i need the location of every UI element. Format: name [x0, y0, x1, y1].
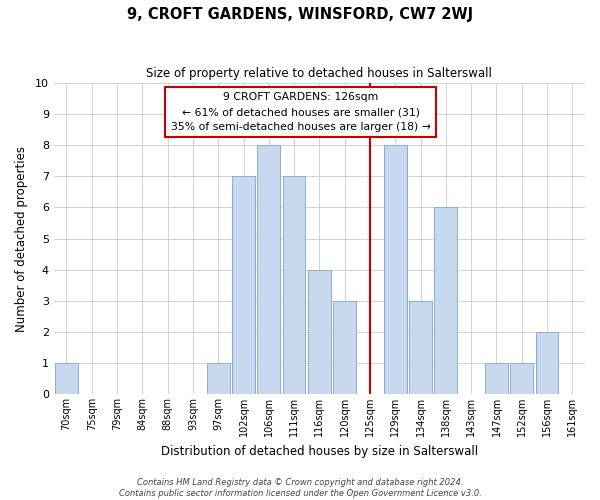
Bar: [232, 176, 255, 394]
Bar: [308, 270, 331, 394]
Text: 9 CROFT GARDENS: 126sqm
← 61% of detached houses are smaller (31)
35% of semi-de: 9 CROFT GARDENS: 126sqm ← 61% of detache…: [171, 92, 431, 132]
Text: Contains HM Land Registry data © Crown copyright and database right 2024.
Contai: Contains HM Land Registry data © Crown c…: [119, 478, 481, 498]
Bar: [511, 363, 533, 394]
Bar: [257, 145, 280, 394]
Text: 9, CROFT GARDENS, WINSFORD, CW7 2WJ: 9, CROFT GARDENS, WINSFORD, CW7 2WJ: [127, 8, 473, 22]
Y-axis label: Number of detached properties: Number of detached properties: [15, 146, 28, 332]
Bar: [207, 363, 230, 394]
Bar: [536, 332, 559, 394]
Title: Size of property relative to detached houses in Salterswall: Size of property relative to detached ho…: [146, 68, 493, 80]
Bar: [334, 300, 356, 394]
Bar: [409, 300, 432, 394]
Bar: [55, 363, 78, 394]
Bar: [283, 176, 305, 394]
Bar: [485, 363, 508, 394]
Bar: [434, 208, 457, 394]
X-axis label: Distribution of detached houses by size in Salterswall: Distribution of detached houses by size …: [161, 444, 478, 458]
Bar: [384, 145, 407, 394]
